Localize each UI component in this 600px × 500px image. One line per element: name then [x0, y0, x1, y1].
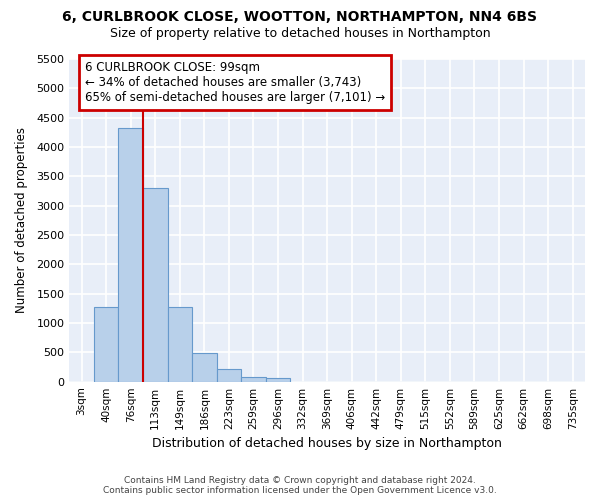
Text: 6, CURLBROOK CLOSE, WOOTTON, NORTHAMPTON, NN4 6BS: 6, CURLBROOK CLOSE, WOOTTON, NORTHAMPTON…	[62, 10, 538, 24]
Y-axis label: Number of detached properties: Number of detached properties	[15, 128, 28, 314]
Bar	[167, 306, 192, 382]
Bar	[241, 377, 266, 382]
Bar	[94, 307, 118, 382]
Bar	[143, 188, 167, 382]
Text: Size of property relative to detached houses in Northampton: Size of property relative to detached ho…	[110, 28, 490, 40]
Bar	[217, 369, 241, 382]
Bar	[118, 128, 143, 382]
X-axis label: Distribution of detached houses by size in Northampton: Distribution of detached houses by size …	[152, 437, 502, 450]
Bar	[192, 353, 217, 382]
Text: Contains HM Land Registry data © Crown copyright and database right 2024.
Contai: Contains HM Land Registry data © Crown c…	[103, 476, 497, 495]
Text: 6 CURLBROOK CLOSE: 99sqm
← 34% of detached houses are smaller (3,743)
65% of sem: 6 CURLBROOK CLOSE: 99sqm ← 34% of detach…	[85, 60, 385, 104]
Bar	[266, 378, 290, 382]
